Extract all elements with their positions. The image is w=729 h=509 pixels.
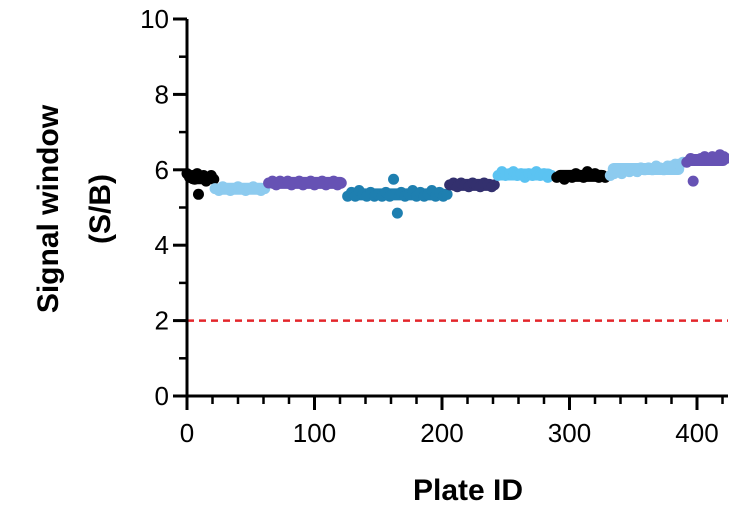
y-axis-title-line-1: Signal window [32, 104, 65, 313]
series-group [342, 173, 453, 219]
data-point [208, 173, 220, 185]
data-point [720, 152, 729, 164]
series-group [604, 156, 689, 181]
y-tick-label: 8 [155, 79, 169, 109]
x-tick-label: 400 [675, 418, 718, 448]
series-group [681, 149, 729, 187]
series-group [209, 181, 271, 197]
x-tick-label: 200 [420, 418, 463, 448]
x-axis-title: Plate ID [413, 474, 523, 507]
y-axis-title: Signal window (S/B) [32, 104, 117, 313]
series-group [444, 177, 500, 193]
series-group [263, 175, 347, 191]
series-group [181, 168, 220, 200]
data-points-layer [181, 149, 729, 219]
axes-layer [185, 19, 728, 398]
y-tick-label: 10 [140, 4, 169, 34]
data-point [441, 188, 453, 200]
series-group [551, 166, 611, 185]
series-group [492, 166, 558, 183]
data-point [335, 177, 347, 189]
data-point [192, 188, 204, 200]
y-tick-label: 6 [155, 155, 169, 185]
data-point [388, 173, 400, 185]
y-tick-label: 0 [155, 381, 169, 411]
data-point [384, 190, 396, 202]
x-tick-label: 300 [548, 418, 591, 448]
data-point [687, 175, 699, 187]
y-tick-label: 4 [155, 230, 169, 260]
data-point [488, 179, 500, 191]
y-axis-title-line-2: (S/B) [84, 174, 117, 244]
x-tick-label: 100 [293, 418, 336, 448]
y-tick-label: 2 [155, 306, 169, 336]
x-tick-label: 0 [180, 418, 194, 448]
data-point [391, 207, 403, 219]
